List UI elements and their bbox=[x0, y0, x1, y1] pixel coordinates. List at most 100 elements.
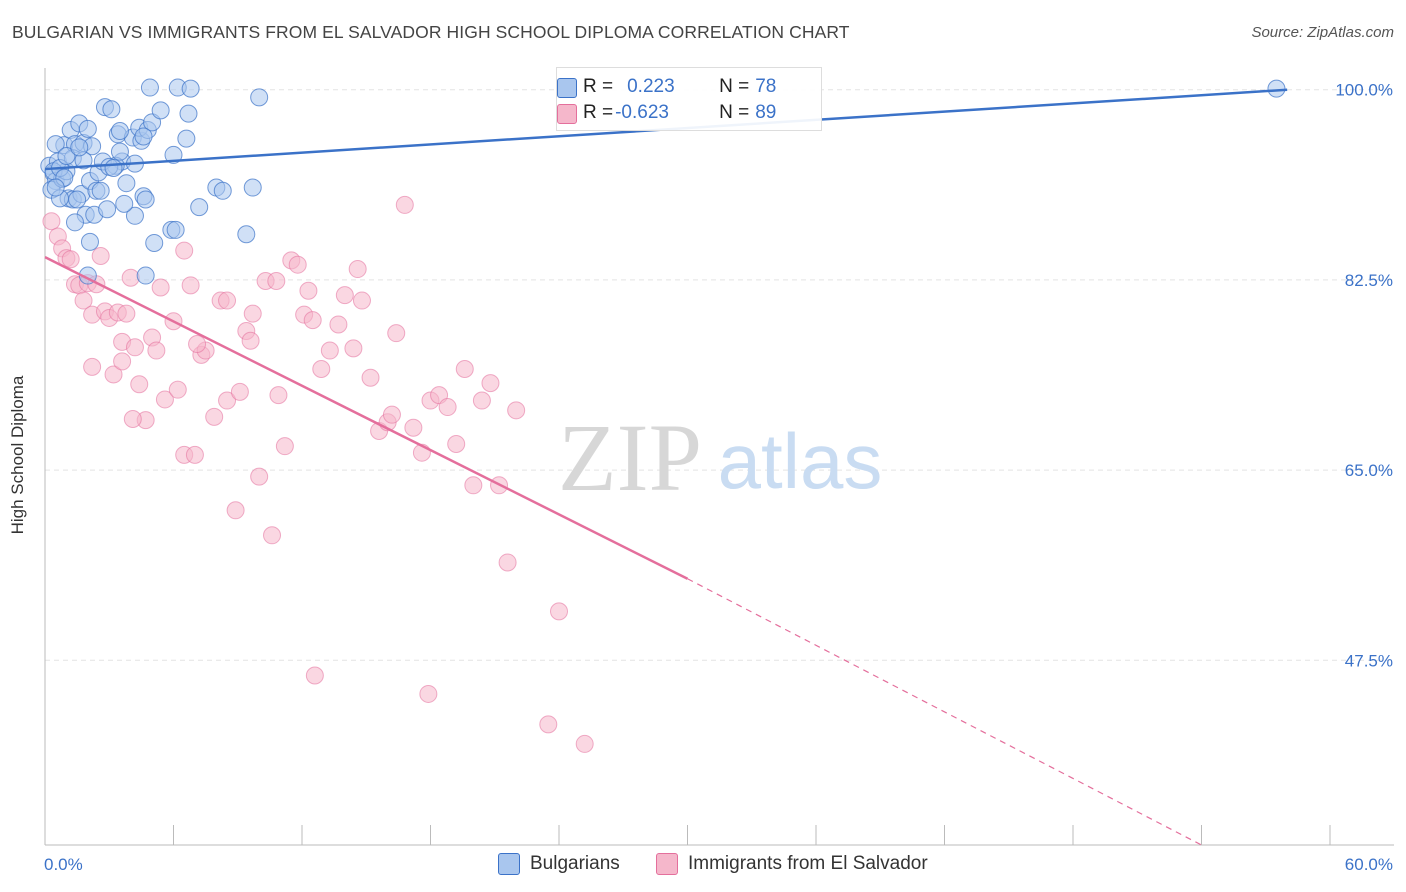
legend-n-value: 78 bbox=[755, 76, 777, 97]
point-bulgarians bbox=[250, 88, 269, 107]
point-el-salvador bbox=[74, 291, 93, 310]
point-bulgarians bbox=[1267, 79, 1286, 98]
bottom-legend-label: Immigrants from El Salvador bbox=[688, 853, 928, 874]
point-bulgarians bbox=[151, 101, 170, 120]
source-label: Source: ZipAtlas.com bbox=[1251, 24, 1394, 41]
point-bulgarians bbox=[115, 194, 134, 213]
point-el-salvador bbox=[104, 365, 123, 384]
watermark-atlas: atlas bbox=[718, 417, 883, 505]
point-el-salvador bbox=[320, 341, 339, 360]
point-el-salvador bbox=[185, 445, 204, 464]
point-el-salvador bbox=[243, 304, 262, 323]
point-el-salvador bbox=[438, 398, 457, 417]
point-el-salvador bbox=[575, 734, 594, 753]
point-bulgarians bbox=[98, 200, 117, 219]
point-el-salvador bbox=[335, 286, 354, 305]
point-bulgarians bbox=[243, 178, 262, 197]
point-bulgarians bbox=[57, 147, 76, 166]
point-el-salvador bbox=[230, 382, 249, 401]
legend-swatch-pink bbox=[557, 104, 577, 124]
trend-line-el-salvador-extension bbox=[687, 578, 1202, 846]
point-el-salvador bbox=[123, 410, 142, 429]
point-el-salvador bbox=[464, 476, 483, 495]
correlation-legend: R = 0.223 N = 78 R = -0.623 N = 89 bbox=[556, 67, 822, 131]
point-el-salvador bbox=[472, 391, 491, 410]
point-bulgarians bbox=[117, 174, 136, 193]
point-el-salvador bbox=[303, 311, 322, 330]
legend-row-bulgarians: R = 0.223 N = 78 bbox=[557, 75, 777, 99]
point-bulgarians bbox=[80, 232, 99, 251]
point-el-salvador bbox=[113, 352, 132, 371]
point-el-salvador bbox=[205, 407, 224, 426]
point-el-salvador bbox=[188, 335, 207, 354]
gridlines bbox=[45, 89, 1394, 661]
legend-row-el-salvador: R = -0.623 N = 89 bbox=[557, 101, 776, 125]
y-tick-label: 100.0% bbox=[1335, 81, 1393, 100]
bottom-legend-label: Bulgarians bbox=[530, 853, 620, 874]
point-el-salvador bbox=[447, 435, 466, 454]
point-el-salvador bbox=[181, 276, 200, 295]
point-bulgarians bbox=[125, 206, 144, 225]
point-el-salvador bbox=[352, 291, 371, 310]
point-el-salvador bbox=[329, 315, 348, 334]
point-bulgarians bbox=[166, 220, 185, 239]
point-el-salvador bbox=[382, 405, 401, 424]
y-tick-label: 82.5% bbox=[1345, 271, 1393, 290]
point-el-salvador bbox=[481, 374, 500, 393]
point-el-salvador bbox=[218, 391, 237, 410]
legend-r-label: R = bbox=[583, 76, 614, 97]
point-el-salvador bbox=[168, 380, 187, 399]
point-el-salvador bbox=[348, 260, 367, 279]
point-el-salvador bbox=[455, 360, 474, 379]
point-el-salvador bbox=[507, 401, 526, 420]
point-el-salvador bbox=[344, 339, 363, 358]
point-el-salvador bbox=[305, 666, 324, 685]
point-el-salvador bbox=[117, 304, 136, 323]
legend-swatch-blue bbox=[557, 78, 577, 98]
point-bulgarians bbox=[164, 145, 183, 164]
point-el-salvador bbox=[387, 324, 406, 343]
point-el-salvador bbox=[155, 390, 174, 409]
point-bulgarians bbox=[104, 158, 123, 177]
point-el-salvador bbox=[91, 247, 110, 266]
point-bulgarians bbox=[46, 178, 65, 197]
legend-r-value: 0.223 bbox=[627, 76, 675, 97]
legend-n-label: N = bbox=[719, 76, 750, 97]
point-bulgarians bbox=[110, 142, 129, 161]
point-el-salvador bbox=[539, 715, 558, 734]
point-el-salvador bbox=[275, 437, 294, 456]
series-bulgarians-points bbox=[40, 78, 1286, 285]
tick-labels: 100.0% 82.5% 65.0% 47.5% 0.0% 60.0% bbox=[44, 81, 1393, 874]
point-bulgarians bbox=[136, 266, 155, 285]
point-bulgarians bbox=[213, 181, 232, 200]
point-el-salvador bbox=[288, 255, 307, 274]
point-el-salvador bbox=[361, 368, 380, 387]
point-bulgarians bbox=[145, 233, 164, 252]
point-el-salvador bbox=[404, 418, 423, 437]
point-bulgarians bbox=[102, 100, 121, 119]
point-el-salvador bbox=[83, 357, 102, 376]
point-bulgarians bbox=[140, 78, 159, 97]
point-el-salvador bbox=[498, 553, 517, 572]
point-el-salvador bbox=[218, 291, 237, 310]
point-el-salvador bbox=[419, 684, 438, 703]
bottom-legend-swatch-pink bbox=[656, 853, 678, 875]
bottom-legend-swatch-blue bbox=[498, 853, 520, 875]
point-bulgarians bbox=[78, 119, 97, 138]
point-bulgarians bbox=[179, 104, 198, 123]
point-bulgarians bbox=[46, 135, 65, 154]
point-bulgarians bbox=[70, 138, 89, 157]
point-el-salvador bbox=[61, 250, 80, 269]
point-el-salvador bbox=[121, 268, 140, 287]
point-bulgarians bbox=[134, 127, 153, 146]
point-el-salvador bbox=[147, 341, 166, 360]
x-tick-label: 0.0% bbox=[44, 855, 83, 874]
x-tick-label: 60.0% bbox=[1345, 855, 1393, 874]
bottom-legend-bulgarians: Bulgarians bbox=[498, 852, 620, 876]
point-bulgarians bbox=[68, 190, 87, 209]
point-el-salvador bbox=[299, 281, 318, 300]
point-el-salvador bbox=[263, 526, 282, 545]
bottom-legend-el-salvador: Immigrants from El Salvador bbox=[656, 852, 928, 876]
legend-r-label: R = bbox=[583, 102, 614, 123]
